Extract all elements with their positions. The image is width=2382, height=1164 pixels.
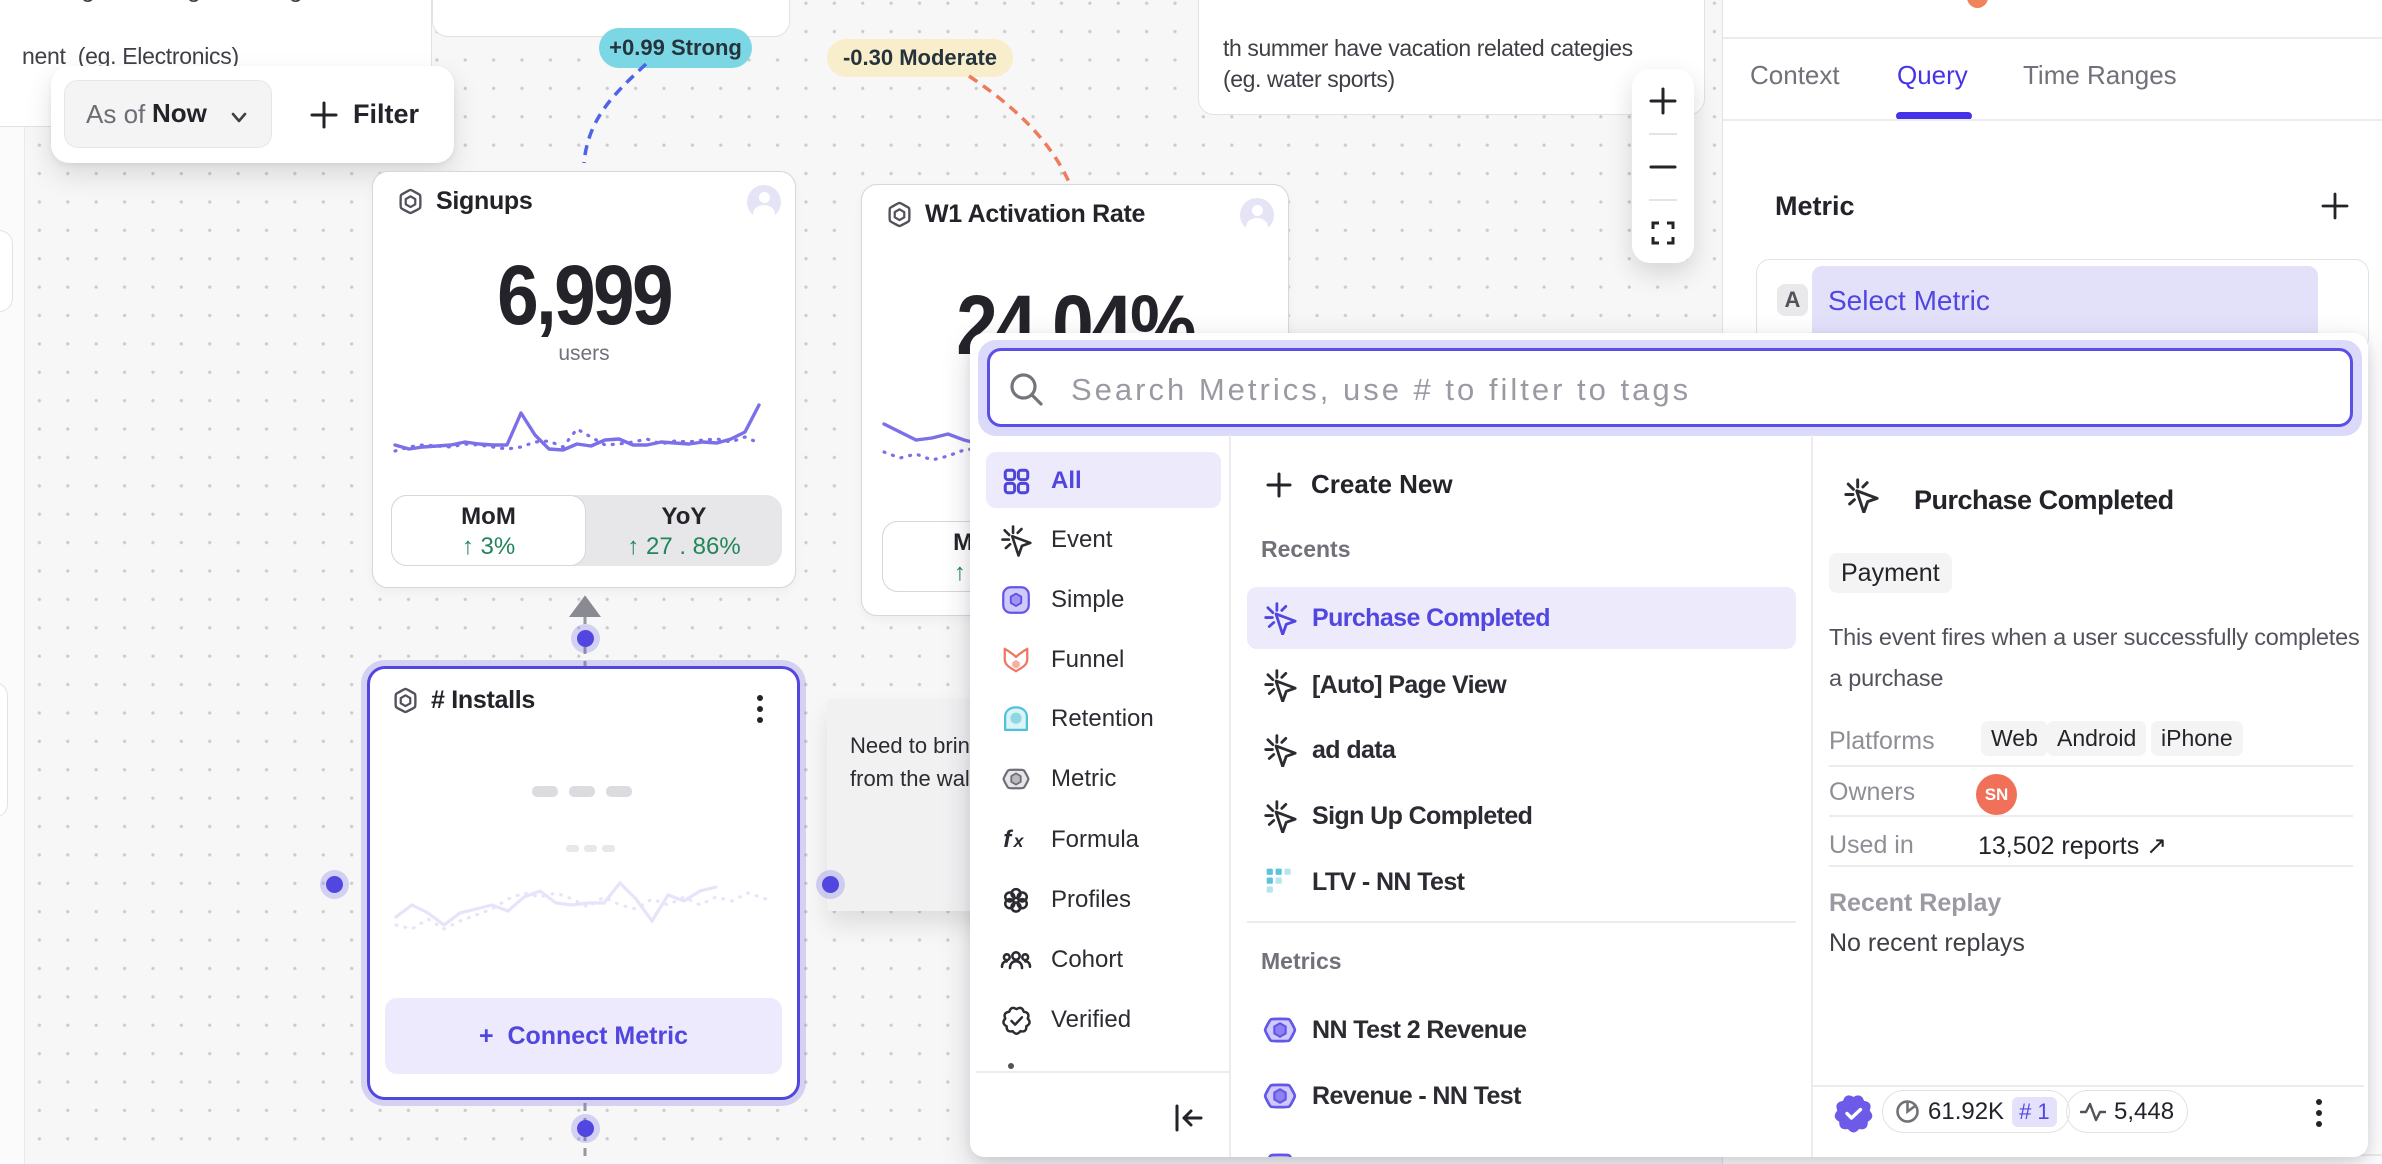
svg-text:x: x [1013,831,1025,851]
svg-text:f: f [1003,826,1013,853]
